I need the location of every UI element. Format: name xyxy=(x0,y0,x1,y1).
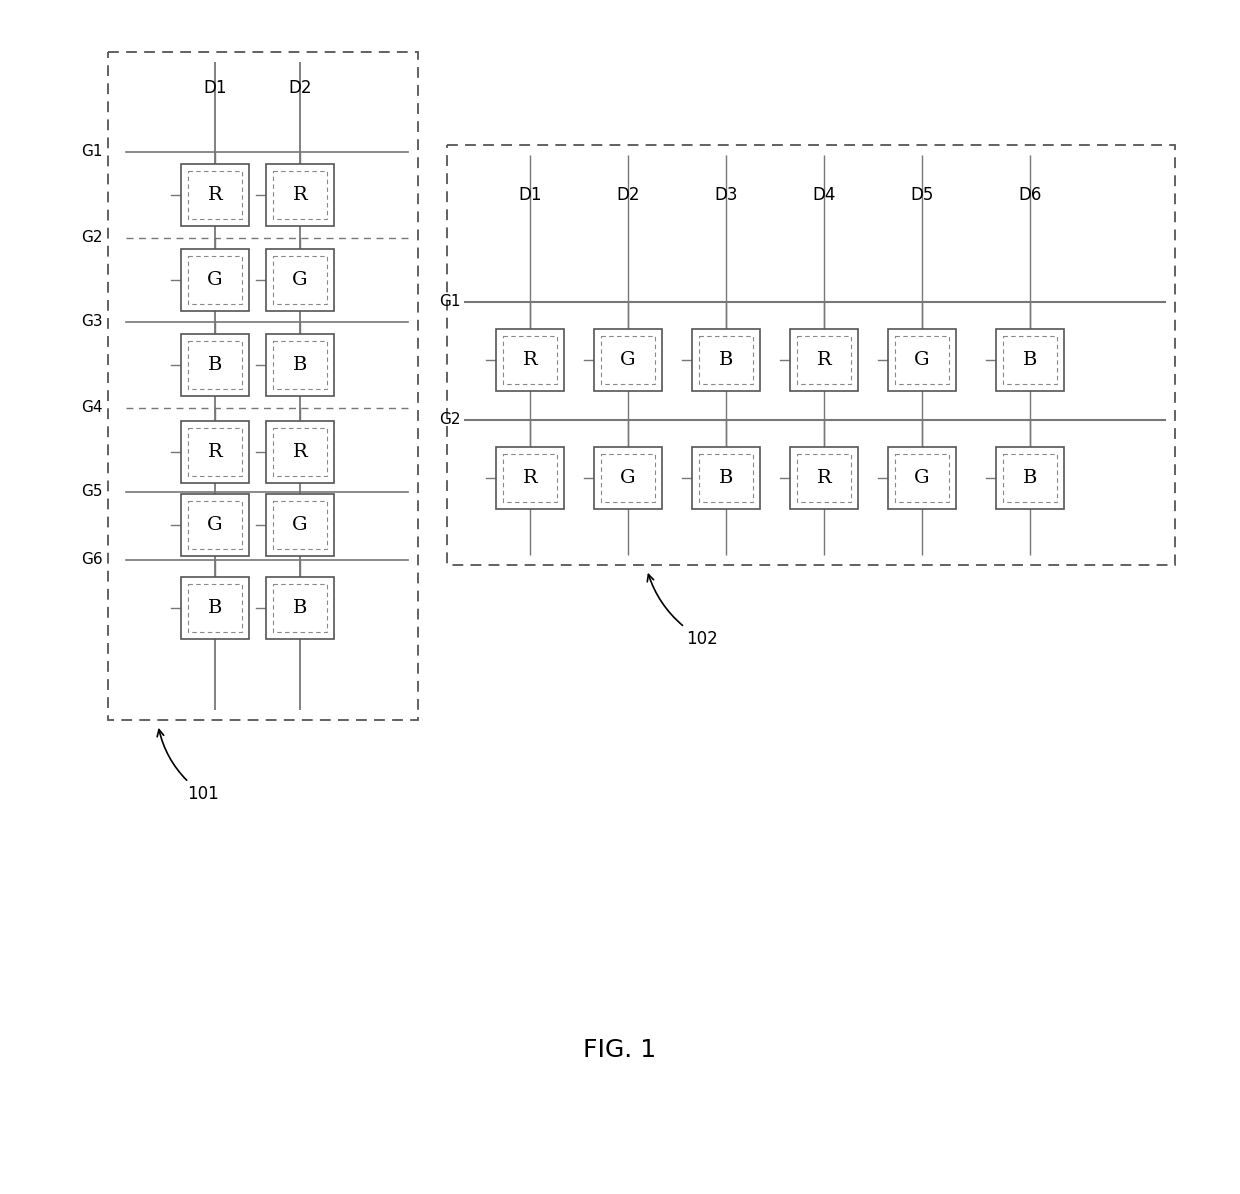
Text: R: R xyxy=(207,443,222,461)
Bar xyxy=(1003,336,1058,384)
Bar xyxy=(267,164,334,226)
Bar xyxy=(267,334,334,396)
Bar xyxy=(187,340,242,389)
Bar xyxy=(692,330,760,390)
Bar xyxy=(267,494,334,556)
Bar xyxy=(594,447,662,509)
Bar xyxy=(273,500,327,549)
Text: G2: G2 xyxy=(439,412,461,427)
Text: D2: D2 xyxy=(288,79,311,97)
Bar xyxy=(996,447,1064,509)
Text: R: R xyxy=(817,469,831,487)
Text: D1: D1 xyxy=(203,79,227,97)
Bar xyxy=(273,584,327,632)
Text: G1: G1 xyxy=(82,144,103,160)
Text: D1: D1 xyxy=(518,186,542,204)
Bar xyxy=(888,447,956,509)
Bar xyxy=(895,336,949,384)
Bar xyxy=(273,427,327,476)
Bar xyxy=(797,454,851,503)
Bar xyxy=(181,334,249,396)
Text: 102: 102 xyxy=(647,574,718,648)
Bar xyxy=(267,577,334,639)
Bar xyxy=(692,447,760,509)
Text: D2: D2 xyxy=(616,186,640,204)
Bar xyxy=(790,447,858,509)
Text: G: G xyxy=(914,469,930,487)
Bar xyxy=(187,500,242,549)
Bar xyxy=(267,421,334,484)
Text: B: B xyxy=(719,469,733,487)
Text: B: B xyxy=(208,356,222,374)
Bar xyxy=(181,494,249,556)
Bar xyxy=(496,330,564,390)
Bar xyxy=(181,577,249,639)
Bar xyxy=(699,336,753,384)
Bar xyxy=(502,454,557,503)
Bar xyxy=(888,330,956,390)
Text: G: G xyxy=(207,516,223,534)
Text: G: G xyxy=(293,271,308,289)
Bar xyxy=(187,427,242,476)
Text: G: G xyxy=(620,469,636,487)
Text: B: B xyxy=(293,356,308,374)
Bar xyxy=(187,584,242,632)
Text: D4: D4 xyxy=(812,186,836,204)
Text: R: R xyxy=(207,186,222,204)
Text: G6: G6 xyxy=(82,553,103,567)
Text: D6: D6 xyxy=(1018,186,1042,204)
Text: G: G xyxy=(207,271,223,289)
Text: FIG. 1: FIG. 1 xyxy=(584,1038,656,1061)
Text: G: G xyxy=(293,516,308,534)
Bar xyxy=(181,164,249,226)
Text: R: R xyxy=(522,469,537,487)
Bar xyxy=(496,447,564,509)
Text: B: B xyxy=(293,599,308,617)
Text: G3: G3 xyxy=(82,314,103,330)
Text: R: R xyxy=(522,351,537,369)
Bar xyxy=(267,250,334,310)
Text: G5: G5 xyxy=(82,485,103,499)
Text: 101: 101 xyxy=(157,730,219,804)
Bar xyxy=(502,336,557,384)
Text: D5: D5 xyxy=(910,186,934,204)
Bar xyxy=(273,340,327,389)
Text: B: B xyxy=(719,351,733,369)
Text: G1: G1 xyxy=(439,295,461,309)
Text: G: G xyxy=(914,351,930,369)
Bar xyxy=(996,330,1064,390)
Bar xyxy=(181,421,249,484)
Bar xyxy=(601,454,655,503)
Bar xyxy=(790,330,858,390)
Text: B: B xyxy=(1023,351,1037,369)
Bar xyxy=(895,454,949,503)
Bar xyxy=(273,256,327,304)
Bar xyxy=(108,53,418,720)
Text: G4: G4 xyxy=(82,400,103,416)
Bar xyxy=(1003,454,1058,503)
Bar xyxy=(797,336,851,384)
Bar xyxy=(594,330,662,390)
Bar xyxy=(699,454,753,503)
Text: B: B xyxy=(208,599,222,617)
Bar xyxy=(273,171,327,220)
Text: G2: G2 xyxy=(82,230,103,246)
Text: B: B xyxy=(1023,469,1037,487)
Text: R: R xyxy=(817,351,831,369)
Bar xyxy=(187,171,242,220)
Text: D3: D3 xyxy=(714,186,738,204)
Text: R: R xyxy=(293,443,308,461)
Bar xyxy=(446,144,1176,565)
Text: G: G xyxy=(620,351,636,369)
Bar xyxy=(601,336,655,384)
Text: R: R xyxy=(293,186,308,204)
Bar xyxy=(187,256,242,304)
Bar xyxy=(181,250,249,310)
